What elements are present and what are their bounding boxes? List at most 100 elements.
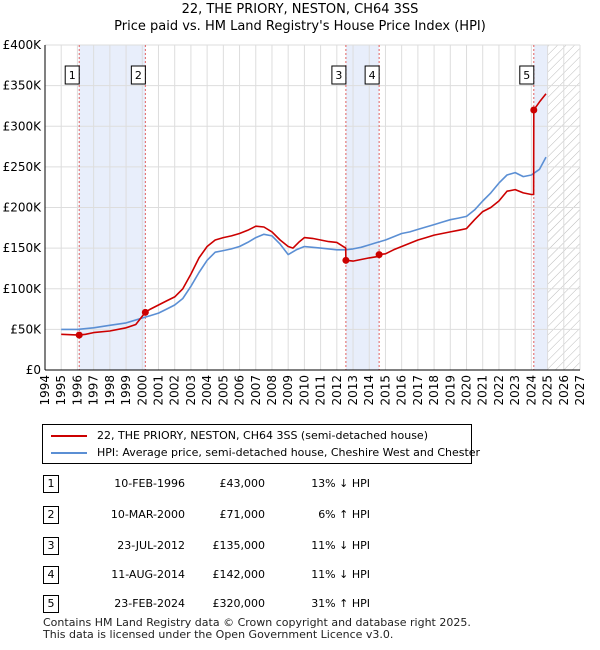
x-tick-label: 2015 xyxy=(378,375,392,406)
sale-badge-box xyxy=(519,65,535,85)
sale-point xyxy=(75,331,83,339)
row-price: £320,000 xyxy=(212,597,266,610)
sale-badge-label: 1 xyxy=(69,69,76,82)
table-row: 5 23-FEB-2024 £320,000 31% ↑ HPI xyxy=(0,595,600,613)
y-tick-label: £200K xyxy=(3,201,43,215)
sale-badge-label: 4 xyxy=(369,69,376,82)
x-tick-label: 2019 xyxy=(443,375,457,406)
row-hpi: 13% ↓ HPI xyxy=(311,477,370,490)
x-tick-label: 2013 xyxy=(346,375,360,406)
row-date: 10-MAR-2000 xyxy=(110,508,185,521)
x-tick-label: 2005 xyxy=(216,375,230,406)
x-tick-label: 1998 xyxy=(103,375,117,406)
legend-hpi: HPI: Average price, semi-detached house,… xyxy=(51,445,480,461)
x-tick-label: 2016 xyxy=(395,375,409,406)
y-tick-label: £300K xyxy=(3,119,43,133)
y-tick-label: £50K xyxy=(10,322,42,336)
row-badge: 3 xyxy=(43,537,59,555)
row-badge: 2 xyxy=(43,506,59,524)
sale-badge-box xyxy=(130,65,146,85)
x-tick-label: 2007 xyxy=(249,375,263,406)
table-row: 4 11-AUG-2014 £142,000 11% ↓ HPI xyxy=(0,566,600,584)
sale-badge-box xyxy=(364,65,380,85)
x-tick-label: 2011 xyxy=(314,375,328,406)
legend-price-label: 22, THE PRIORY, NESTON, CH64 3SS (semi-d… xyxy=(97,429,428,442)
row-hpi: 31% ↑ HPI xyxy=(311,597,370,610)
x-tick-label: 2014 xyxy=(362,375,376,406)
x-tick-label: 2018 xyxy=(427,375,441,406)
sale-point xyxy=(342,256,350,264)
x-tick-label: 2012 xyxy=(330,375,344,406)
row-hpi: 11% ↓ HPI xyxy=(311,568,370,581)
price-chart: 22, THE PRIORY, NESTON, CH64 3SS Price p… xyxy=(3,2,587,406)
x-tick-label: 2026 xyxy=(557,375,571,406)
price-line xyxy=(61,93,547,336)
x-tick-label: 2017 xyxy=(411,375,425,406)
x-tick-label: 2020 xyxy=(460,375,474,406)
x-tick-label: 2008 xyxy=(265,375,279,406)
y-tick-label: £150K xyxy=(3,241,43,255)
x-tick-label: 2027 xyxy=(573,375,587,406)
sale-badge-label: 5 xyxy=(523,69,530,82)
y-tick-label: £400K xyxy=(3,38,43,52)
sale-badge: 5 xyxy=(519,65,535,85)
sale-badge: 4 xyxy=(364,65,380,85)
x-tick-label: 2022 xyxy=(492,375,506,406)
row-price: £142,000 xyxy=(212,568,266,581)
x-tick-label: 2001 xyxy=(151,375,165,406)
row-badge: 4 xyxy=(43,566,59,584)
x-tick-label: 2010 xyxy=(297,375,311,406)
row-hpi: 6% ↑ HPI xyxy=(318,508,370,521)
chart-title: 22, THE PRIORY, NESTON, CH64 3SS xyxy=(182,2,419,17)
footer-line-1: Contains HM Land Registry data © Crown c… xyxy=(43,616,471,629)
table-row: 3 23-JUL-2012 £135,000 11% ↓ HPI xyxy=(0,537,600,555)
legend-hpi-label: HPI: Average price, semi-detached house,… xyxy=(97,446,481,459)
x-tick-label: 2006 xyxy=(233,375,247,406)
y-tick-label: £350K xyxy=(3,79,43,93)
y-tick-labels: £0 £50K £100K £150K £200K £250K £300K £350K £400… xyxy=(3,38,43,377)
legend: 22, THE PRIORY, NESTON, CH64 3SS (semi-d… xyxy=(42,424,480,464)
x-tick-labels: 1994 1995 1996 1997 1998 1999 2000 2001 2002 2003… xyxy=(38,375,587,406)
y-tick-label: £250K xyxy=(3,160,43,174)
x-tick-label: 2009 xyxy=(281,375,295,406)
legend-hpi-swatch xyxy=(51,452,87,454)
x-tick-label: 2023 xyxy=(508,375,522,406)
axes xyxy=(44,45,580,371)
x-tick-label: 1997 xyxy=(87,375,101,406)
row-price: £135,000 xyxy=(212,539,266,552)
x-tick-label: 1995 xyxy=(54,375,68,406)
y-tick-label: £100K xyxy=(3,282,43,296)
sale-badge-label: 2 xyxy=(135,69,142,82)
row-price: £43,000 xyxy=(219,477,266,490)
x-tick-label: 2024 xyxy=(524,375,538,406)
sale-points xyxy=(75,106,538,339)
sale-badge: 2 xyxy=(130,65,146,85)
row-badge: 5 xyxy=(43,595,59,613)
sale-point xyxy=(530,106,538,114)
row-date: 10-FEB-1996 xyxy=(114,477,185,490)
x-tick-label: 2025 xyxy=(541,375,555,406)
x-tick-label: 2004 xyxy=(200,375,214,406)
x-tick-label: 2000 xyxy=(135,375,149,406)
sale-point xyxy=(141,308,149,316)
footer-line-2: This data is licensed under the Open Gov… xyxy=(43,628,394,641)
footer: Contains HM Land Registry data © Crown c… xyxy=(43,617,471,641)
table-row: 2 10-MAR-2000 £71,000 6% ↑ HPI xyxy=(0,506,600,524)
x-tick-label: 1996 xyxy=(70,375,84,406)
x-tick-label: 1999 xyxy=(119,375,133,406)
row-hpi: 11% ↓ HPI xyxy=(311,539,370,552)
sale-badge: 1 xyxy=(64,65,80,85)
row-date: 11-AUG-2014 xyxy=(111,568,185,581)
table-row: 1 10-FEB-1996 £43,000 13% ↓ HPI xyxy=(0,475,600,493)
y-tick-label: £0 xyxy=(26,363,41,377)
x-tick-label: 2002 xyxy=(168,375,182,406)
sale-badge: 3 xyxy=(331,65,347,85)
legend-price-swatch xyxy=(51,435,87,437)
x-tick-label: 1994 xyxy=(38,375,52,406)
sale-badges: 1 2 3 4 5 xyxy=(64,65,535,85)
hpi-line xyxy=(61,156,547,331)
row-badge: 1 xyxy=(43,475,59,493)
sale-badge-box xyxy=(64,65,80,85)
x-tick-label: 2021 xyxy=(476,375,490,406)
sale-badge-box xyxy=(331,65,347,85)
